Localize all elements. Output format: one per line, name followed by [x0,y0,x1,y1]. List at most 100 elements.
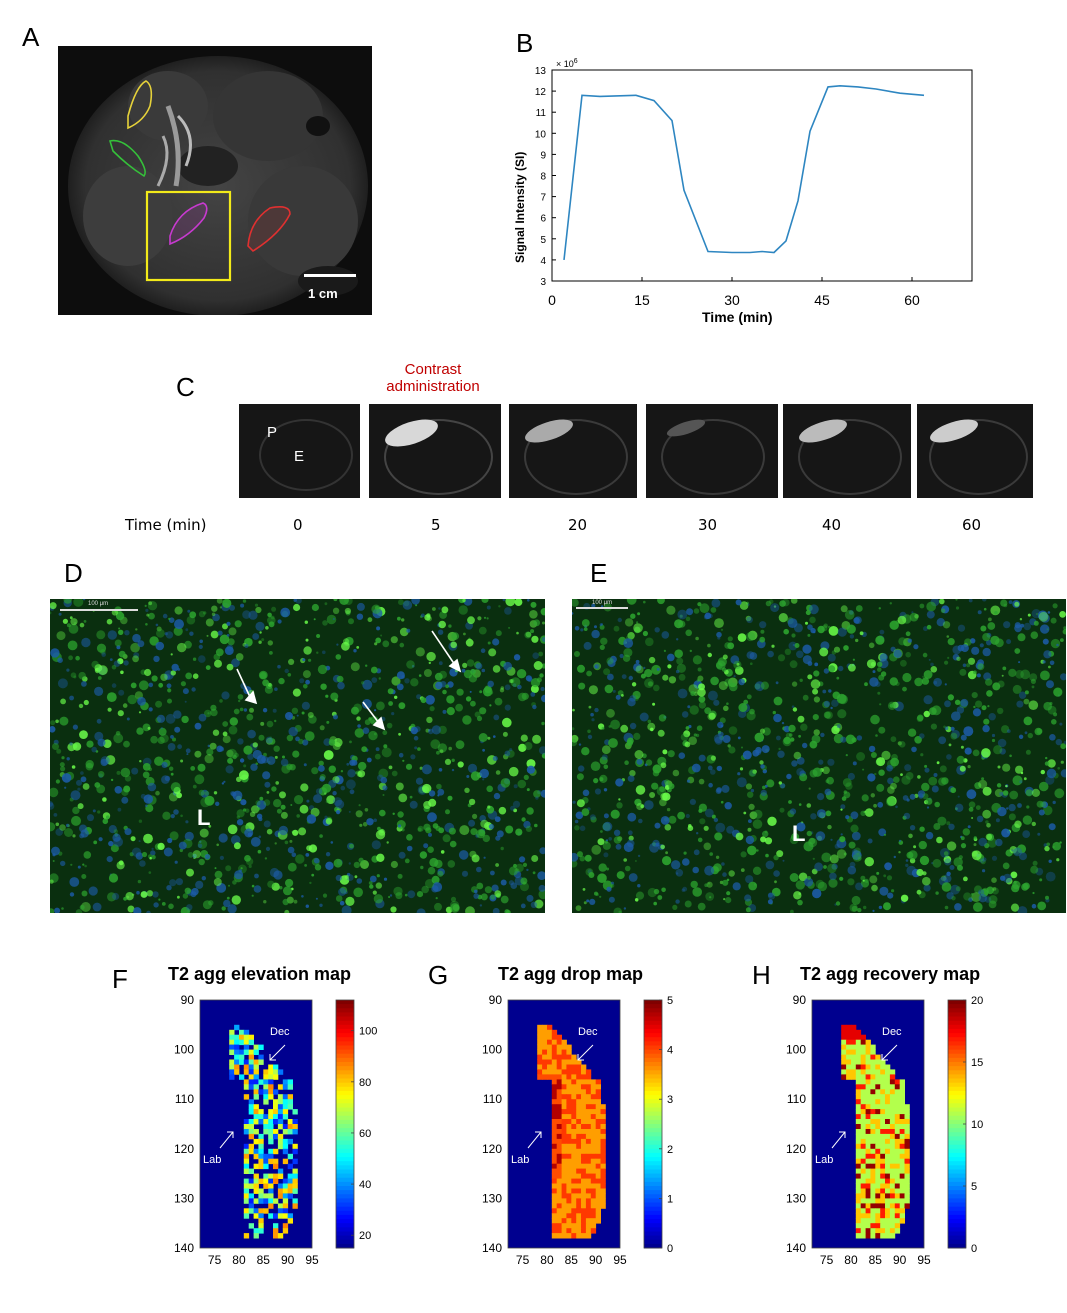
fluor-spot [280,758,289,767]
fluor-spot [868,642,875,649]
colorbar-segment [336,1016,354,1022]
colorbar-segment [644,1008,662,1013]
colorbar-segment [336,1078,354,1084]
fluor-spot [836,849,847,859]
heatmap-cell [875,1158,881,1165]
fluor-spot [887,777,894,785]
heatmap-cell [595,1153,601,1160]
heatmap-cell [855,1233,862,1239]
fluor-spot [219,855,224,860]
heatmap-cell [899,1218,905,1224]
contrast-label-line1: Contrast [404,361,462,378]
heatmap-cell [566,1129,572,1135]
fluor-spot [391,676,401,686]
fluor-spot [217,630,223,636]
fluor-spot [743,811,747,815]
colorbar-segment [948,1070,966,1075]
heatmap-cell [258,1218,264,1224]
heatmap-cell [547,1074,553,1080]
fluor-spot [148,682,154,688]
fluor-spot [598,863,607,872]
fluor-spot [876,757,886,767]
fluor-spot [151,855,156,860]
heatmap-cell [282,1129,289,1135]
fluor-spot [189,631,194,636]
fluor-spot [1001,828,1011,838]
fluor-spot [529,610,538,619]
fluor-spot [224,646,234,655]
fluor-spot [991,877,997,883]
fluor-spot [928,658,931,661]
fluor-spot [422,785,430,793]
heatmap-cell [875,1119,881,1125]
fluor-spot [502,599,506,602]
fluor-spot [818,759,824,765]
heatmap-cell [889,1178,896,1184]
fluor-spot [204,854,211,860]
heatmap-cell [566,1183,572,1189]
heatmap-cell [537,1074,543,1080]
fluor-spot [406,660,415,669]
fluor-spot [337,681,345,690]
heatmap-cell [566,1158,572,1165]
fluor-spot [481,599,489,603]
heatmap-cell [855,1138,862,1145]
heatmap-cell [590,1124,597,1130]
fluor-spot [862,768,865,771]
fluor-spot [262,771,271,780]
heatmap-cell [865,1124,871,1130]
fluor-spot [713,817,719,823]
fluor-spot [362,727,370,734]
fluor-spot [971,817,974,819]
fluor-spot [145,623,148,626]
fluor-spot [877,661,883,667]
fluor-spot [381,747,392,758]
fluor-spot [115,731,121,736]
fluor-spot [988,895,998,904]
fluor-spot [936,761,940,765]
heatmap-cell [282,1138,289,1145]
fluor-spot [578,743,582,746]
heatmap-cell [571,1064,577,1070]
fluor-spot [262,679,269,687]
fluor-spot [876,871,880,875]
heatmap-cell [875,1193,881,1199]
heatmap-cell [576,1228,582,1234]
heatmap-cell [590,1178,597,1184]
heatmap-cell [566,1208,572,1214]
heatmap-cell [590,1198,597,1204]
heatmap-cell [273,1133,279,1140]
fluor-spot [365,664,368,667]
colorbar-segment [948,1016,966,1022]
heatmap-cell [885,1124,891,1130]
fluor-spot [373,818,378,823]
fluor-spot [796,768,805,776]
fluor-spot [955,606,960,610]
fluor-spot [63,599,72,604]
heatmap-cell [561,1223,567,1229]
heatmap-cell [547,1069,553,1075]
heatmap-y-tick: 120 [174,1142,194,1156]
colorbar-segment [948,1037,966,1042]
fluor-spot [717,721,724,729]
heatmap-cell [248,1084,254,1090]
fluor-spot [923,695,933,705]
heatmap-cell [894,1148,901,1155]
heatmap-cell [865,1218,871,1224]
fluor-spot [829,872,837,881]
heatmap-cell [855,1089,862,1095]
fluor-spot [971,646,980,655]
fluor-spot [57,657,63,663]
fluor-spot [948,743,952,747]
heatmap-cell [885,1193,891,1199]
colorbar-segment [948,1086,966,1092]
heatmap-cell [870,1188,876,1194]
fluor-spot [778,747,781,751]
fluor-spot [704,883,708,887]
heatmap-y-tick: 90 [793,993,807,1007]
fluor-spot [58,612,62,616]
fluor-spot [718,731,724,738]
fluor-spot [995,838,1003,847]
heatmap-cell [243,1168,250,1174]
fluor-spot [404,678,410,684]
